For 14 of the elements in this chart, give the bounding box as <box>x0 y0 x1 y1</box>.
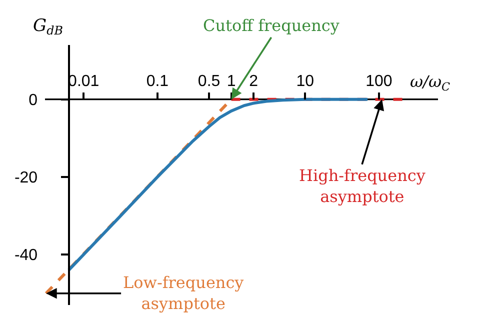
annotation: Cutoff frequency <box>203 16 340 35</box>
y-tick-label: -40 <box>14 247 38 264</box>
x-tick-label: 1 <box>226 72 236 90</box>
annotation: Low-frequency asymptote <box>123 273 244 313</box>
y-tick-label: 0 <box>28 92 38 109</box>
y-axis-title: G$_{dB}$ <box>33 16 64 38</box>
x-tick-label: 2 <box>249 72 258 90</box>
x-tick-label: 0.1 <box>146 72 169 90</box>
x-tick-label: 10 <box>296 72 314 90</box>
x-tick-label: 100 <box>366 72 392 90</box>
x-axis-title: ω/ω$_{C}$ <box>410 72 450 94</box>
annotation: High-frequency asymptote <box>299 166 426 206</box>
y-tick-label: -20 <box>14 170 38 187</box>
x-tick-label: 0.5 <box>198 72 220 90</box>
